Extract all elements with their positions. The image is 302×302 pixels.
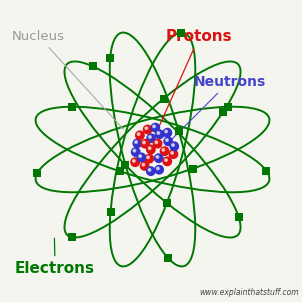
Circle shape — [165, 159, 167, 161]
Circle shape — [170, 142, 178, 150]
Circle shape — [142, 163, 145, 166]
Circle shape — [139, 155, 141, 157]
Text: www.explainthatstuff.com: www.explainthatstuff.com — [199, 288, 299, 297]
Circle shape — [155, 165, 163, 174]
Circle shape — [133, 149, 136, 152]
Circle shape — [141, 140, 149, 148]
Circle shape — [165, 130, 167, 133]
Circle shape — [172, 144, 174, 146]
Circle shape — [155, 154, 163, 162]
Circle shape — [147, 145, 155, 154]
Circle shape — [164, 137, 172, 146]
Circle shape — [133, 160, 135, 162]
Circle shape — [136, 131, 144, 140]
Circle shape — [145, 127, 148, 130]
Circle shape — [135, 141, 137, 143]
Circle shape — [137, 133, 140, 135]
Circle shape — [162, 149, 165, 151]
Circle shape — [171, 152, 173, 154]
Circle shape — [157, 167, 159, 170]
Circle shape — [153, 139, 162, 148]
Circle shape — [163, 128, 172, 137]
Text: Neutrons: Neutrons — [166, 75, 265, 144]
Circle shape — [146, 167, 155, 175]
Circle shape — [145, 154, 153, 163]
Circle shape — [137, 153, 146, 162]
Circle shape — [147, 134, 156, 143]
Text: Electrons: Electrons — [15, 238, 95, 276]
Circle shape — [155, 141, 158, 143]
Circle shape — [140, 162, 149, 170]
Circle shape — [143, 141, 145, 144]
Circle shape — [156, 130, 164, 139]
Circle shape — [131, 148, 140, 156]
Circle shape — [148, 147, 151, 149]
Circle shape — [156, 156, 159, 158]
Circle shape — [169, 150, 178, 158]
Circle shape — [147, 156, 149, 159]
Circle shape — [151, 124, 159, 132]
Circle shape — [149, 136, 151, 138]
Text: Protons: Protons — [157, 29, 233, 132]
Circle shape — [160, 147, 169, 156]
Circle shape — [143, 125, 152, 134]
Circle shape — [131, 158, 139, 166]
Text: Nucleus: Nucleus — [12, 30, 124, 129]
Circle shape — [163, 157, 172, 165]
Circle shape — [153, 125, 155, 128]
Circle shape — [148, 169, 151, 171]
Circle shape — [165, 139, 168, 141]
Circle shape — [157, 132, 160, 134]
Circle shape — [133, 139, 142, 148]
